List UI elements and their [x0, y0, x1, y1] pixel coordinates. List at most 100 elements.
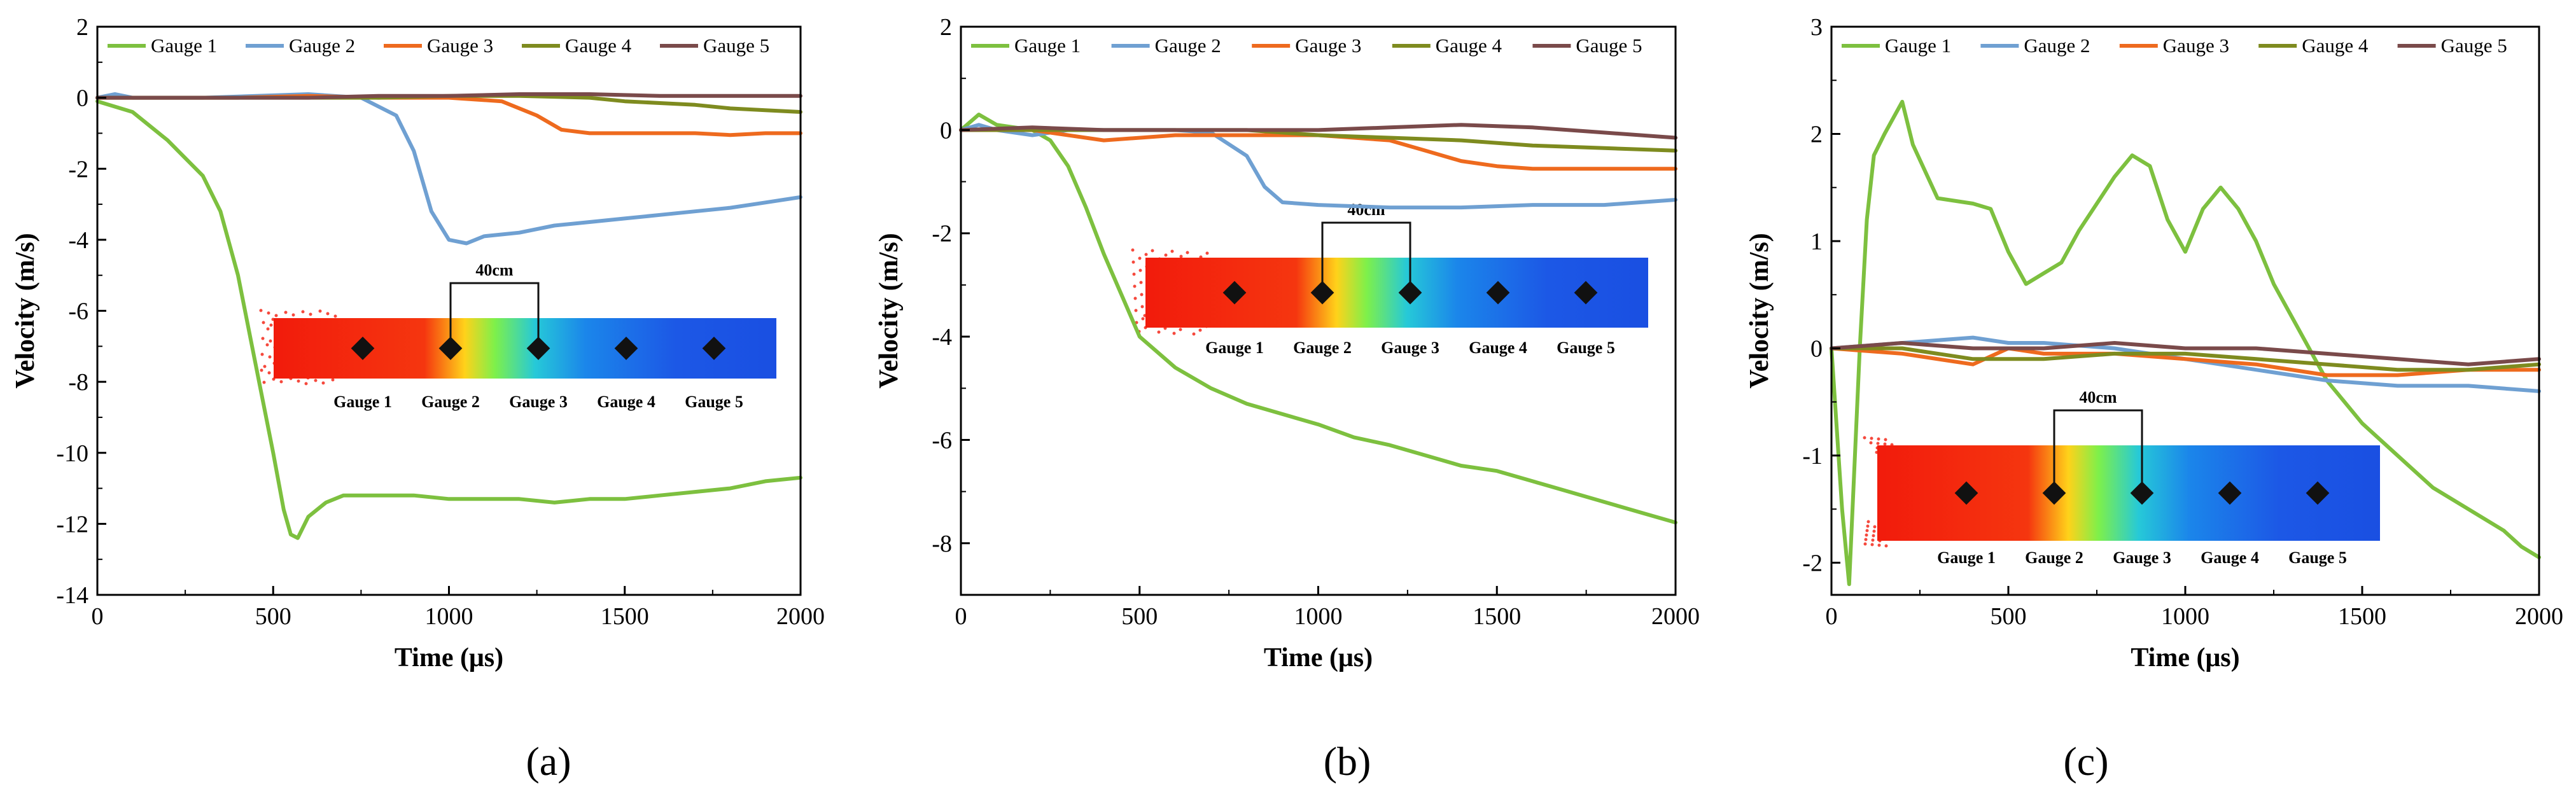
- gauge-label: Gauge 1: [333, 393, 392, 411]
- spray-dot: [1883, 442, 1887, 446]
- series-line-gauge-3: [1830, 346, 2541, 377]
- spray-dot: [301, 310, 305, 314]
- spray-dot: [267, 311, 270, 315]
- gauge-label: Gauge 3: [1381, 338, 1439, 357]
- spray-dot: [261, 337, 265, 340]
- spray-dot: [1138, 256, 1142, 260]
- y-tick-label: -4: [932, 324, 952, 351]
- legend-label-gauge-1: Gauge 1: [151, 34, 217, 57]
- spray-dot: [260, 352, 264, 356]
- spray-dot: [318, 309, 322, 313]
- series-line-gauge-1: [1830, 99, 2541, 587]
- y-tick-label: 0: [76, 85, 88, 112]
- legend-label-gauge-2: Gauge 2: [1155, 34, 1221, 57]
- spray-dot: [284, 310, 288, 314]
- spray-dot: [1873, 525, 1877, 529]
- plot-frame: [96, 25, 802, 596]
- gauge-marker: [2218, 481, 2242, 505]
- gauge-label: Gauge 4: [597, 393, 655, 411]
- y-tick-label: 3: [1810, 14, 1823, 41]
- spray-dot: [1179, 254, 1183, 258]
- spray-dot: [260, 368, 263, 372]
- spray-dot: [1179, 328, 1182, 331]
- gauge-label: Gauge 1: [1205, 338, 1264, 357]
- spray-dot: [1140, 305, 1144, 309]
- spray-dot: [309, 312, 312, 316]
- series-line-gauge-4: [959, 128, 1677, 153]
- spray-dot: [1865, 533, 1868, 537]
- scale-label: 40cm: [1347, 200, 1385, 219]
- spray-dot: [1186, 251, 1189, 254]
- gauge-marker: [1574, 281, 1598, 305]
- scale-label: 40cm: [475, 261, 514, 279]
- spray-dot: [1131, 248, 1135, 252]
- spray-dot: [266, 327, 270, 331]
- gauge-label: Gauge 5: [2288, 548, 2347, 567]
- spray-dot: [1865, 529, 1869, 533]
- series-line-gauge-5: [959, 123, 1677, 140]
- x-tick-label: 500: [1121, 603, 1158, 630]
- spray-dot: [326, 312, 330, 316]
- x-tick-label: 1500: [1473, 603, 1521, 630]
- spray-dot: [1172, 331, 1176, 335]
- contour-band: [274, 318, 776, 379]
- spray-dot: [274, 314, 278, 317]
- gauge-marker: [1954, 481, 1978, 505]
- spray-dot: [314, 379, 318, 382]
- gauge-marker: [2306, 481, 2330, 505]
- spray-dot: [291, 313, 295, 317]
- spray-dot: [1871, 538, 1875, 542]
- y-tick-label: -6: [932, 427, 952, 454]
- y-tick-label: -1: [1802, 443, 1823, 470]
- gauge-marker: [702, 337, 726, 360]
- gauge-label: Gauge 1: [1937, 548, 1996, 567]
- spray-dot: [304, 382, 308, 386]
- chart-panel-2: Gauge 1 Gauge 2 Gauge 3 Gauge 4 Gauge 5 40cm 0…: [874, 14, 1700, 672]
- spray-dot: [262, 321, 265, 324]
- spray-dot: [268, 355, 272, 359]
- inset-contour-image: Gauge 1 Gauge 2 Gauge 3 Gauge 4 Gauge 5 40cm: [259, 261, 776, 411]
- spray-dot: [265, 343, 269, 347]
- y-axis-label: Velocity (m/s): [1745, 233, 1774, 389]
- spray-dot: [262, 380, 266, 384]
- series-line-gauge-3: [95, 94, 802, 137]
- spray-dot: [1141, 317, 1145, 321]
- spray-dot: [1164, 253, 1168, 257]
- spray-dot: [1133, 296, 1137, 300]
- spray-dot: [333, 314, 337, 318]
- gauge-marker: [1486, 281, 1510, 305]
- spray-dot: [1140, 293, 1144, 296]
- contour-band: [1877, 445, 2380, 541]
- spray-dot: [1132, 272, 1136, 276]
- y-tick-label: 1: [1810, 228, 1823, 255]
- y-tick-label: -2: [68, 156, 88, 183]
- legend-label-gauge-5: Gauge 5: [2441, 34, 2507, 57]
- y-tick-label: -10: [56, 440, 88, 467]
- spray-dot: [331, 378, 335, 382]
- y-tick-label: -2: [932, 221, 952, 247]
- y-tick-label: -4: [68, 227, 88, 254]
- spray-dot: [1884, 544, 1888, 548]
- x-tick-label: 1000: [425, 603, 473, 630]
- spray-dot: [1192, 332, 1196, 336]
- y-tick-label: -8: [68, 369, 88, 396]
- legend-label-gauge-1: Gauge 1: [1885, 34, 1951, 57]
- x-axis-label: Time (μs): [1264, 643, 1373, 672]
- spray-dot: [1157, 330, 1161, 334]
- spray-dot: [1877, 437, 1880, 441]
- x-tick-label: 2000: [776, 603, 825, 630]
- panel-label: (b): [1324, 739, 1371, 784]
- spray-dot: [1876, 442, 1880, 445]
- inset-contour-image: Gauge 1 Gauge 2 Gauge 3 Gauge 4 Gauge 5 40cm: [1863, 388, 2380, 567]
- legend-label-gauge-3: Gauge 3: [427, 34, 493, 57]
- x-tick-label: 2000: [1651, 603, 1700, 630]
- gauge-label: Gauge 2: [421, 393, 480, 411]
- spray-dot: [1134, 309, 1138, 312]
- gauge-label: Gauge 3: [2113, 548, 2171, 567]
- spray-dot: [1866, 524, 1870, 528]
- y-tick-label: 2: [76, 14, 88, 41]
- y-tick-label: -8: [932, 531, 952, 557]
- x-tick-label: 2000: [2515, 603, 2563, 630]
- y-tick-label: -12: [56, 511, 88, 538]
- spray-dot: [1170, 249, 1174, 253]
